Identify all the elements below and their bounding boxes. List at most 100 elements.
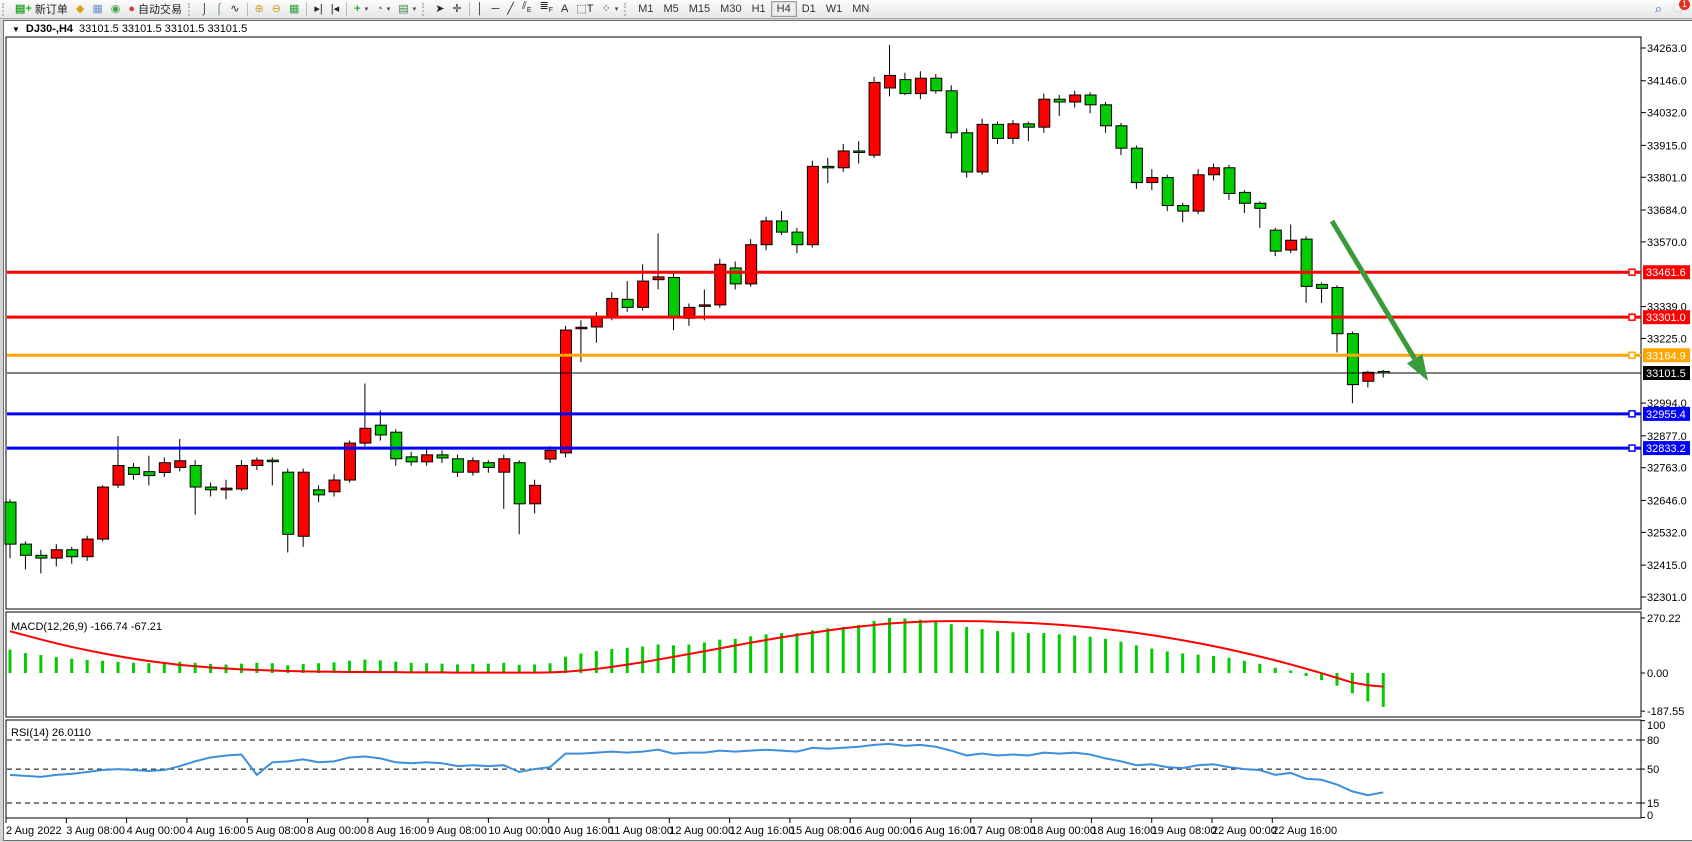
text-button[interactable]: A bbox=[557, 1, 572, 17]
svg-text:8 Aug 00:00: 8 Aug 00:00 bbox=[308, 825, 367, 837]
svg-text:50: 50 bbox=[1647, 764, 1659, 776]
candle bbox=[297, 471, 310, 537]
timeframe-button-h4[interactable]: H4 bbox=[770, 1, 797, 17]
svg-text:34263.0: 34263.0 bbox=[1647, 43, 1687, 55]
candle bbox=[313, 489, 326, 496]
cursor-button[interactable]: ➤ bbox=[431, 1, 448, 17]
candle bbox=[1346, 333, 1359, 386]
indicators-button[interactable]: + ▾ bbox=[354, 3, 369, 15]
chart-shift-button[interactable]: |◂ bbox=[327, 1, 343, 17]
timeframe-button-m30[interactable]: M30 bbox=[720, 3, 742, 15]
timeframe-button-w1[interactable]: W1 bbox=[825, 3, 843, 15]
candle bbox=[235, 464, 248, 490]
hline-33301.0[interactable]: 33301.0 bbox=[7, 310, 1690, 325]
cursor-arrow-icon: ➤ bbox=[435, 3, 445, 15]
svg-text:32877.0: 32877.0 bbox=[1647, 431, 1687, 443]
candle bbox=[1300, 238, 1313, 287]
trendline-button[interactable]: ╱ bbox=[503, 1, 518, 17]
market-watch-button[interactable]: ◆ bbox=[72, 1, 88, 17]
auto-trading-button[interactable]: ● 自动交易 bbox=[124, 1, 186, 17]
rsi-label: RSI(14) 26.0110 bbox=[11, 727, 91, 739]
fibonacci-button[interactable]: ≣F bbox=[536, 0, 558, 17]
trend-arrow[interactable] bbox=[1329, 219, 1428, 381]
zoom-out-button[interactable]: ⊖ bbox=[268, 1, 285, 17]
collapse-icon[interactable]: ▼ bbox=[12, 24, 20, 34]
chart-window-button[interactable]: ▦ bbox=[88, 1, 106, 17]
candle bbox=[1254, 202, 1267, 209]
candle bbox=[343, 442, 356, 481]
zoom-in-button[interactable]: ⊕ bbox=[251, 1, 268, 17]
hline-32833.2[interactable]: 32833.2 bbox=[7, 441, 1690, 456]
candle bbox=[513, 462, 526, 505]
candle bbox=[50, 549, 63, 559]
candle bbox=[1362, 371, 1375, 382]
bar-chart-button[interactable]: ⌡ bbox=[197, 1, 212, 17]
crosshair-icon: ✛ bbox=[452, 3, 462, 15]
hline-33461.6[interactable]: 33461.6 bbox=[7, 265, 1690, 280]
templates-button[interactable]: ▤ ▾ bbox=[398, 3, 417, 15]
candle bbox=[143, 471, 156, 477]
candlestick-chart-button[interactable]: ⌠ bbox=[212, 1, 227, 17]
timeframe-button-m15[interactable]: M15 bbox=[688, 3, 711, 15]
chart-title-bar[interactable]: ▼ DJ30-,H4 33101.5 33101.5 33101.5 33101… bbox=[4, 21, 1692, 37]
timeframe-button-d1[interactable]: D1 bbox=[801, 3, 816, 15]
candle bbox=[868, 81, 881, 156]
svg-text:12 Aug 00:00: 12 Aug 00:00 bbox=[669, 825, 734, 837]
auto-scroll-button[interactable]: ▸| bbox=[310, 1, 326, 17]
toolbar-right: ⌕ 🗨 1 bbox=[1654, 0, 1692, 17]
chart-title-symbol: DJ30-,H4 bbox=[25, 23, 73, 35]
signals-button[interactable]: ◉ bbox=[107, 1, 125, 17]
candle bbox=[652, 276, 665, 281]
candle bbox=[97, 486, 110, 540]
candle bbox=[899, 79, 912, 95]
svg-text:2 Aug 2022: 2 Aug 2022 bbox=[6, 825, 62, 837]
candle bbox=[853, 150, 866, 153]
tile-windows-button[interactable]: ▦ bbox=[285, 1, 303, 17]
text-label-button[interactable]: ⬚T bbox=[572, 1, 597, 17]
svg-text:22 Aug 00:00: 22 Aug 00:00 bbox=[1212, 825, 1277, 837]
line-chart-button[interactable]: ∿ bbox=[226, 1, 243, 17]
candle bbox=[374, 424, 387, 436]
candle bbox=[529, 484, 542, 505]
timeframe-button-h1[interactable]: H1 bbox=[751, 3, 766, 15]
horizontal-line-button[interactable]: ─ bbox=[488, 1, 504, 17]
chart-window[interactable]: 34263.0 34146.0 34032.0 33915.0 33801.0 33684… bbox=[3, 20, 1692, 841]
notification-badge: 1 bbox=[1679, 0, 1690, 10]
candle bbox=[1130, 147, 1143, 184]
signals-icon: ◉ bbox=[110, 3, 121, 15]
candle bbox=[1192, 174, 1205, 212]
main-toolbar: ▤+ 新订单 ◆ ▦ ◉ ● 自动交易 ⌡ ⌠ ∿ ⊕ ⊖ ▦ ▸| |◂ + ▾… bbox=[0, 0, 1692, 19]
candle bbox=[1161, 177, 1174, 207]
hline-32955.4[interactable]: 32955.4 bbox=[7, 406, 1690, 421]
chart-window-icon: ▦ bbox=[92, 3, 103, 15]
candle bbox=[1115, 125, 1128, 149]
svg-text:15 Aug 08:00: 15 Aug 08:00 bbox=[790, 825, 855, 837]
svg-text:33570.0: 33570.0 bbox=[1647, 237, 1687, 249]
auto-trading-label: 自动交易 bbox=[137, 4, 182, 16]
candle bbox=[1285, 239, 1298, 251]
arrows-button[interactable]: ⁘ ▾ bbox=[601, 3, 619, 15]
price-axis: 34263.0 34146.0 34032.0 33915.0 33801.0 33684… bbox=[1641, 43, 1687, 604]
svg-text:18 Aug 16:00: 18 Aug 16:00 bbox=[1091, 825, 1156, 837]
svg-text:33101.5: 33101.5 bbox=[1646, 368, 1686, 380]
timeframe-button-m1[interactable]: M1 bbox=[638, 3, 654, 15]
hline-33101.5[interactable]: 33101.5 bbox=[7, 366, 1690, 381]
periods-button[interactable]: ◔ ▾ bbox=[376, 3, 391, 15]
new-order-button[interactable]: ▤+ 新订单 bbox=[11, 1, 72, 17]
timeframe-button-m5[interactable]: M5 bbox=[663, 3, 679, 15]
search-icon[interactable]: ⌕ bbox=[1654, 1, 1662, 16]
timeframe-button-mn[interactable]: MN bbox=[852, 3, 870, 15]
svg-text:-187.55: -187.55 bbox=[1647, 706, 1684, 718]
candle bbox=[467, 460, 480, 473]
chart-canvas[interactable]: 34263.0 34146.0 34032.0 33915.0 33801.0 33684… bbox=[4, 21, 1692, 840]
candle bbox=[66, 549, 79, 558]
svg-text:4 Aug 16:00: 4 Aug 16:00 bbox=[187, 825, 246, 837]
hline-33164.9[interactable]: 33164.9 bbox=[7, 348, 1690, 363]
crosshair-button[interactable]: ✛ bbox=[448, 1, 465, 17]
notifications-icon[interactable]: 🗨 1 bbox=[1670, 0, 1690, 16]
vertical-line-button[interactable]: │ bbox=[473, 1, 488, 17]
templates-icon: ▤ bbox=[398, 3, 409, 15]
svg-text:16 Aug 16:00: 16 Aug 16:00 bbox=[911, 825, 976, 837]
channel-button[interactable]: ⫽E bbox=[518, 0, 536, 17]
candlestick-chart-icon: ⌠ bbox=[215, 3, 223, 15]
